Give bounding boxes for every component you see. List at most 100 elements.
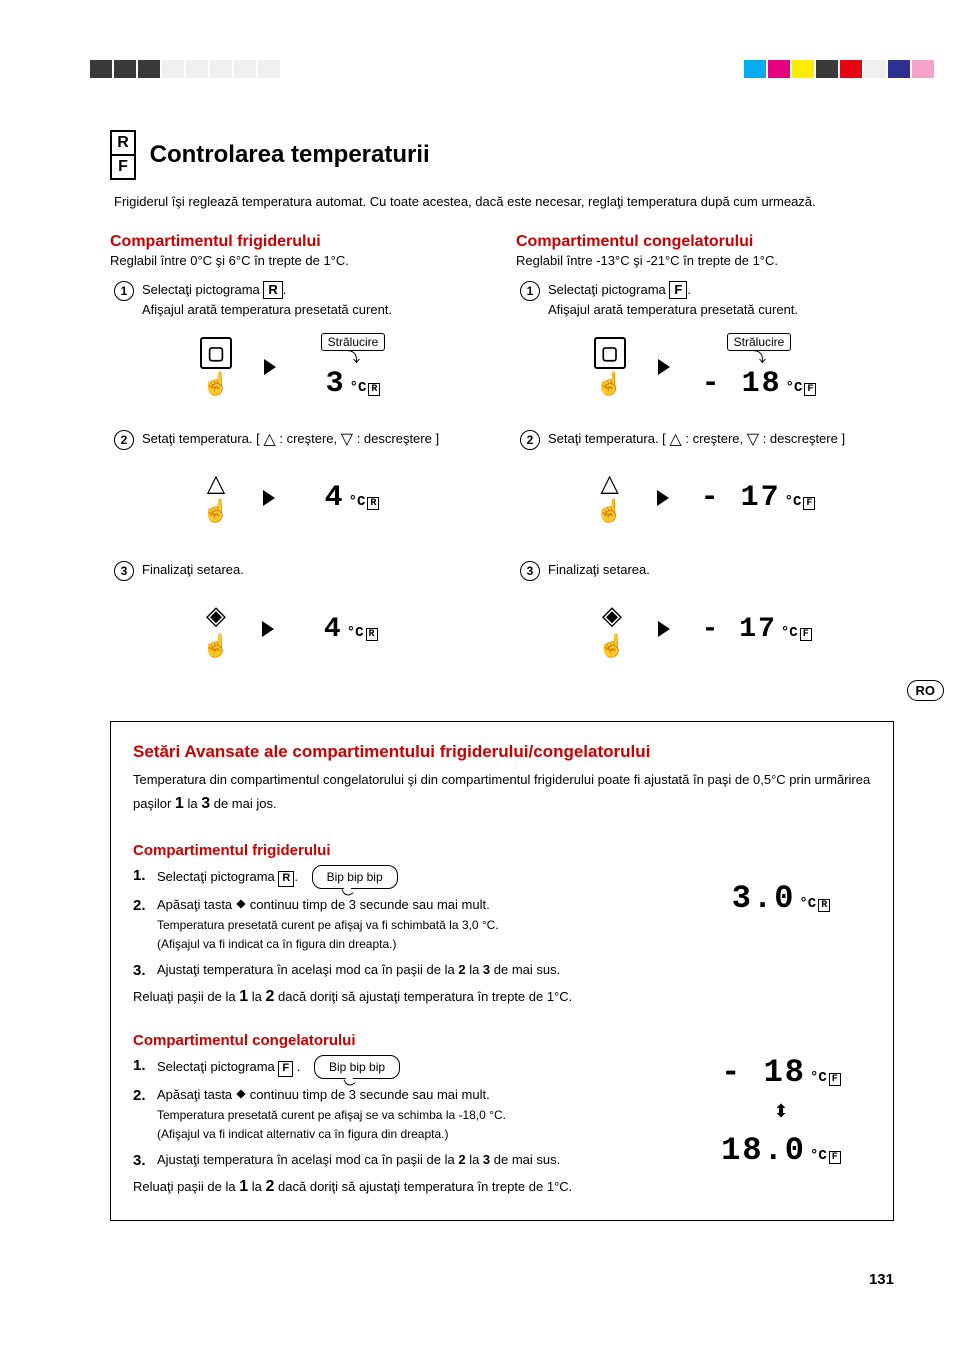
page-root: R F Controlarea temperaturii Frigiderul … xyxy=(0,0,954,1328)
fridge-step1-b: . xyxy=(283,282,287,297)
display-anno: F xyxy=(829,1151,841,1164)
fridge-step2-a: Setaţi temperatura. [ xyxy=(142,431,260,446)
fridge-step1-c: Afişajul arată temperatura presetată cur… xyxy=(142,302,392,317)
triangle-up-icon: △ xyxy=(263,432,275,448)
adv-f-li3-n1: 2 xyxy=(458,962,465,977)
adv-fridge-heading: Compartimentul frigiderului xyxy=(133,842,671,859)
display-unit: °C xyxy=(349,494,366,510)
list-item: 1. Selectaţi pictograma F . Bip bip bip xyxy=(133,1055,671,1079)
touch-square-icon: ▢ xyxy=(200,337,232,369)
display-anno: R xyxy=(366,628,378,641)
triangle-up-icon: △ xyxy=(595,472,625,496)
adv-desc-mid: la xyxy=(187,796,201,811)
adv-z-li2-s2: (Afişajul va fi indicat alternativ ca în… xyxy=(157,1127,448,1141)
panel-button[interactable]: ▢ ☝ xyxy=(594,337,626,397)
display-unit: °C xyxy=(785,494,802,510)
adv-f-li3-mid: la xyxy=(469,962,483,977)
arrow-right-icon xyxy=(658,359,670,375)
adv-z-r-n1: 1 xyxy=(239,1178,248,1195)
advanced-box: Setări Avansate ale compartimentului fri… xyxy=(110,721,894,1221)
language-badge: RO xyxy=(907,680,945,701)
display-anno: F xyxy=(829,1073,841,1086)
list-item: 2. Apăsaţi tasta ⯁ continuu timp de 3 se… xyxy=(133,1085,671,1144)
color-bar-right xyxy=(744,60,934,78)
adv-z-r-b: dacă doriţi să ajustaţi temperatura în t… xyxy=(278,1179,572,1194)
advanced-freezer-section: Compartimentul congelatorului 1. Selecta… xyxy=(133,1024,871,1196)
display-digits: - 17 xyxy=(701,481,781,515)
freezer-step1-b: . xyxy=(687,282,691,297)
step-num-icon: 1 xyxy=(114,281,134,301)
list-item: 1. Selectaţi pictograma R. Bip bip bip xyxy=(133,865,671,889)
updown-icon: ⬍ xyxy=(773,1101,788,1122)
beep-bubble: Bip bip bip xyxy=(312,865,398,889)
display-anno: R xyxy=(367,497,379,510)
adv-f-li1-b: . xyxy=(294,869,298,884)
panel-button[interactable]: ▢ ☝ xyxy=(200,337,232,397)
display-value: 3 °C R xyxy=(326,367,381,401)
finger-icon: ☝ xyxy=(598,633,625,659)
adv-f-r-b: dacă doriţi să ajustaţi temperatura în t… xyxy=(278,989,572,1004)
adv-z-li3-n2: 3 xyxy=(483,1152,490,1167)
adv-fridge-list: 1. Selectaţi pictograma R. Bip bip bip 2… xyxy=(133,865,671,982)
intro-text: Frigiderul îşi reglează temperatura auto… xyxy=(114,194,894,209)
panel-button[interactable]: △ ☝ xyxy=(595,472,625,524)
advanced-desc: Temperatura din compartimentul congelato… xyxy=(133,770,871,816)
adv-z-li3-b: de mai sus. xyxy=(494,1152,560,1167)
beep-bubble: Bip bip bip xyxy=(314,1055,400,1079)
freezer-heading: Compartimentul congelatorului xyxy=(516,233,894,251)
bubble-stem-icon: ⤵ xyxy=(346,347,360,367)
panel-button[interactable]: ◈ ☝ xyxy=(202,600,229,659)
panel-button[interactable]: △ ☝ xyxy=(201,472,231,524)
step-num-icon: 1 xyxy=(520,281,540,301)
list-item: 3. Ajustaţi temperatura în acelaşi mod c… xyxy=(133,1150,671,1173)
triangle-up-icon: △ xyxy=(201,472,231,496)
display-panel: 4 °C R xyxy=(306,614,396,645)
freezer-glyph-3: ◈ ☝ - 17 °C F xyxy=(516,589,894,669)
adv-f-li2-s1: Temperatura presetată curent pe afişaj v… xyxy=(157,918,499,932)
adv-f-li2: Apăsaţi tasta ⯁ continuu timp de 3 secun… xyxy=(157,897,490,912)
adv-f-r-a: Reluaţi paşii de la xyxy=(133,989,239,1004)
fridge-range: Reglabil între 0°C şi 6°C în trepte de 1… xyxy=(110,253,488,268)
adv-z-li1-a: Selectaţi pictograma xyxy=(157,1059,278,1074)
display-anno: F xyxy=(800,628,812,641)
enter-icon: ◈ xyxy=(602,600,622,631)
rf-badge-bottom: F xyxy=(112,156,134,178)
fridge-step-1: 1 Selectaţi pictograma R. Afişajul arată… xyxy=(114,280,488,319)
display-value: 4 °C R xyxy=(325,481,380,515)
fridge-step1-a: Selectaţi pictograma xyxy=(142,282,260,297)
display-digits: 4 xyxy=(324,614,343,645)
display-digits: - 18 xyxy=(721,1054,806,1091)
page-number: 131 xyxy=(110,1271,894,1288)
display-unit: °C xyxy=(347,625,364,641)
touch-square-icon: ▢ xyxy=(594,337,626,369)
adv-f-li1-a: Selectaţi pictograma xyxy=(157,869,278,884)
fridge-glyph-2: △ ☝ 4 °C R xyxy=(110,458,488,538)
page-title: Controlarea temperaturii xyxy=(150,141,430,169)
display-digits: - 18 xyxy=(702,367,782,401)
title-row: R F Controlarea temperaturii xyxy=(110,130,894,180)
adv-z-r-mid: la xyxy=(252,1179,266,1194)
freezer-step1-c: Afişajul arată temperatura presetată cur… xyxy=(548,302,798,317)
freezer-step2-a: Setaţi temperatura. [ xyxy=(548,431,666,446)
adv-f-r-n1: 1 xyxy=(239,988,248,1005)
display-value: - 17 °C F xyxy=(702,614,812,645)
two-column-layout: Compartimentul frigiderului Reglabil înt… xyxy=(110,227,894,691)
finger-icon: ☝ xyxy=(202,633,229,659)
display-value: 4 °C R xyxy=(324,614,378,645)
panel-button[interactable]: ◈ ☝ xyxy=(598,600,625,659)
display-panel: - 17 °C F xyxy=(702,614,812,645)
step-num-icon: 3 xyxy=(114,561,134,581)
fridge-glyph-3: ◈ ☝ 4 °C R xyxy=(110,589,488,669)
adv-desc-n3: 3 xyxy=(201,795,210,812)
freezer-step2-mid: : creştere, xyxy=(685,431,746,446)
freezer-step1-a: Selectaţi pictograma xyxy=(548,282,666,297)
adv-f-li3-n2: 3 xyxy=(483,962,490,977)
adv-desc-b: de mai jos. xyxy=(214,796,277,811)
display-anno: R xyxy=(818,899,830,912)
display-digits: 4 xyxy=(325,481,345,515)
display-unit: °C xyxy=(799,896,816,912)
display-value: - 17 °C F xyxy=(701,481,816,515)
display-unit: °C xyxy=(810,1148,827,1164)
adv-z-li1-b: . xyxy=(293,1059,300,1074)
advanced-fridge-section: Compartimentul frigiderului 1. Selectaţi… xyxy=(133,834,871,1006)
